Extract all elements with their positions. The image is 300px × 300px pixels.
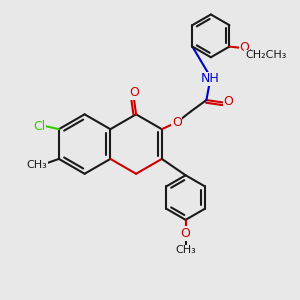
Text: CH₃: CH₃ [175, 245, 196, 255]
Text: Cl: Cl [33, 120, 46, 133]
Text: O: O [223, 95, 233, 108]
Text: CH₃: CH₃ [26, 160, 47, 170]
Text: O: O [129, 86, 139, 99]
Text: O: O [239, 41, 249, 54]
Text: O: O [172, 116, 182, 129]
Text: O: O [181, 227, 190, 240]
Text: CH₂CH₃: CH₂CH₃ [245, 50, 286, 61]
Text: NH: NH [201, 73, 220, 85]
